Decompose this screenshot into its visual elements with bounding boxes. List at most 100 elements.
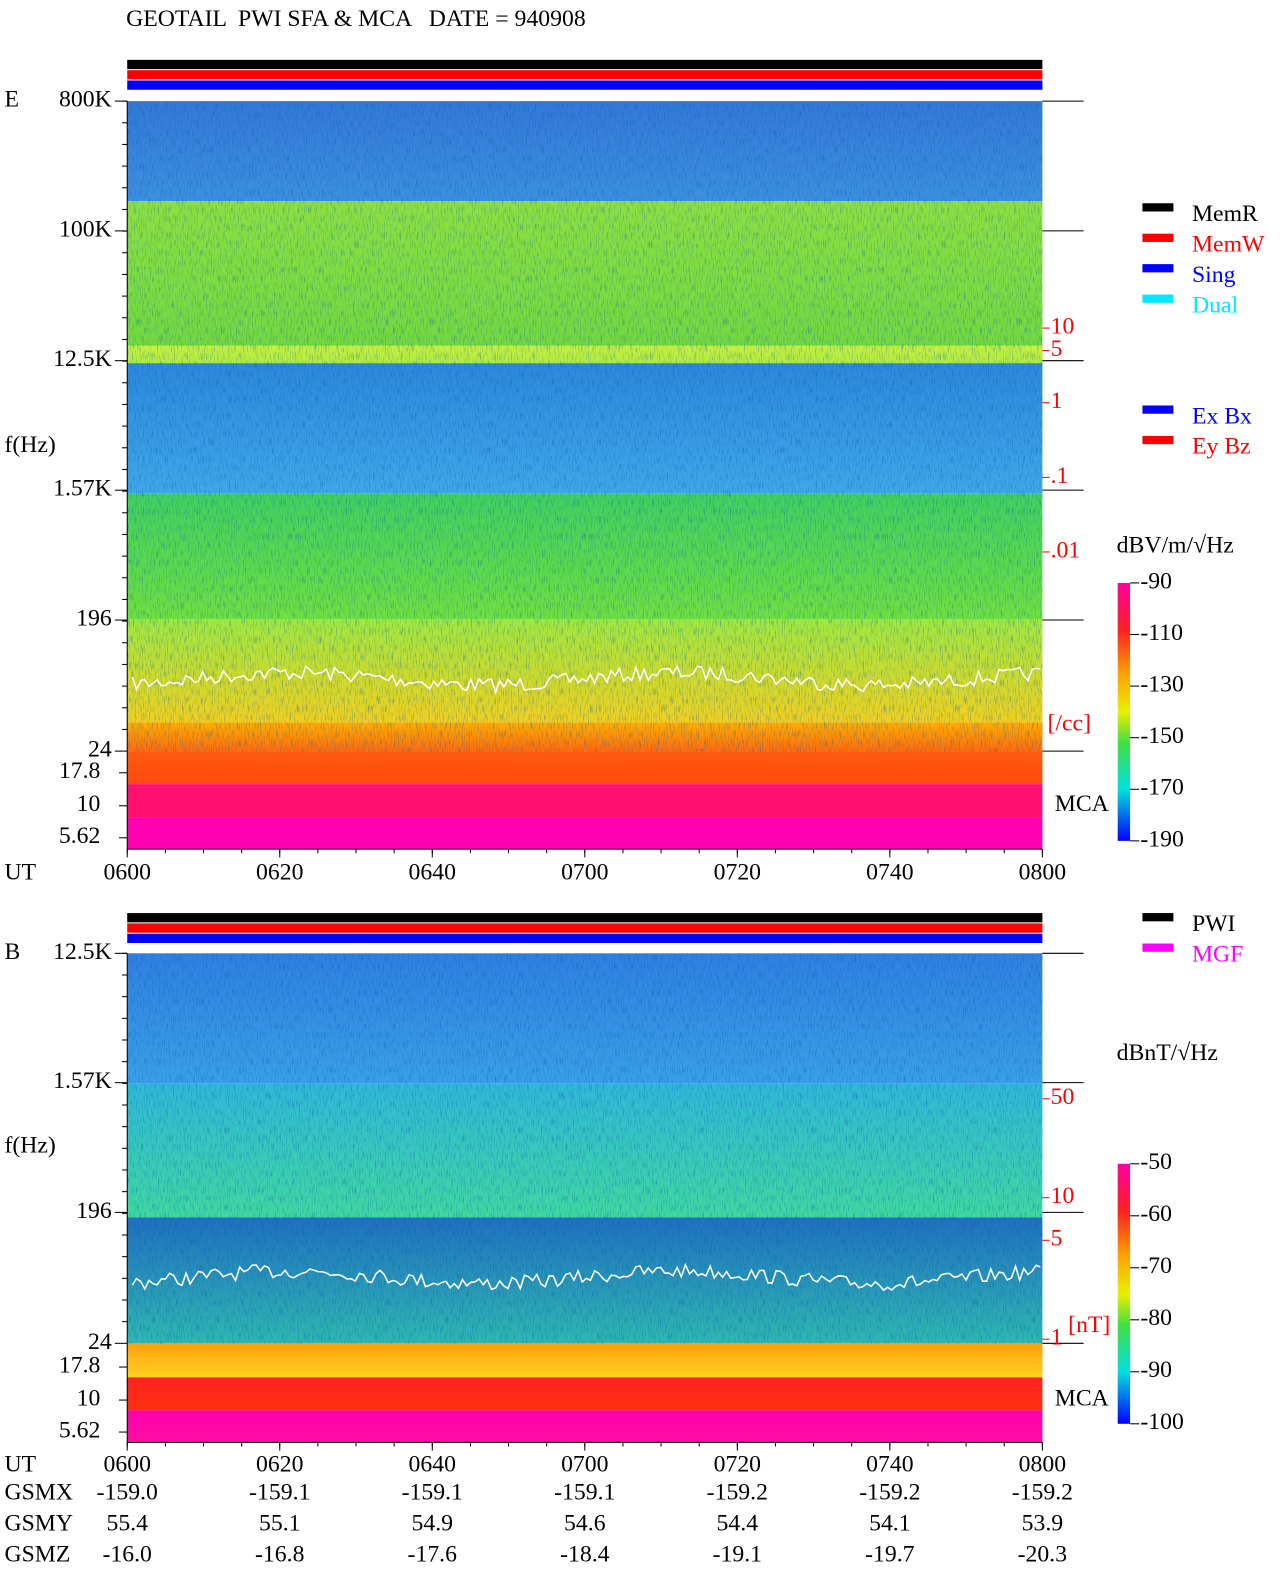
- orbit-value: -159.1: [402, 1479, 463, 1505]
- spectrogram-band: [127, 784, 1043, 818]
- orbit-value: -159.0: [97, 1479, 158, 1505]
- x-tick-label: 0640: [409, 859, 456, 885]
- colorbar-tick-label: -50: [1140, 1149, 1172, 1175]
- y-tick-label: 12.5K: [53, 939, 112, 965]
- orbit-row-label: GSMY: [4, 1510, 73, 1536]
- orbit-value: 54.1: [869, 1510, 911, 1536]
- legend-label: MemR: [1192, 201, 1258, 227]
- density-trace: [131, 664, 1041, 695]
- spectrogram-band: [127, 1377, 1043, 1411]
- colorbar-unit: dBnT/√Hz: [1117, 1040, 1218, 1066]
- colorbar-unit: dBV/m/√Hz: [1117, 532, 1234, 558]
- y-tick-label: 1.57K: [53, 1068, 112, 1094]
- colorbar-tick-label: -100: [1140, 1409, 1183, 1435]
- orbit-value: -159.1: [249, 1479, 310, 1505]
- colorbar-tick-label: -130: [1140, 672, 1183, 698]
- mca-tick-label: 17.8: [59, 1352, 101, 1378]
- x-tick-label: 0720: [714, 1452, 761, 1478]
- orbit-value: -159.2: [859, 1479, 920, 1505]
- spectrogram-texture: [127, 953, 1043, 1344]
- legend-swatch: [1142, 405, 1174, 414]
- mca-label: MCA: [1055, 1386, 1109, 1412]
- colorbar-tick-label: -60: [1140, 1201, 1172, 1227]
- x-tick-label: 0800: [1019, 859, 1066, 885]
- mca-tick-label: 5.62: [59, 823, 101, 849]
- density-tick-label: 50: [1051, 1084, 1075, 1110]
- density-tick-label: 10: [1051, 1183, 1075, 1209]
- colorbar-tick-label: -170: [1140, 775, 1183, 801]
- spectrogram-texture: [127, 101, 1043, 752]
- legend-swatch: [1142, 233, 1174, 242]
- x-tick-label: 0640: [409, 1452, 456, 1478]
- spectrogram-band: [127, 751, 1043, 785]
- density-unit: [nT]: [1068, 1312, 1110, 1338]
- orbit-value: -17.6: [408, 1541, 458, 1567]
- legend-swatch: [1142, 264, 1174, 273]
- y-tick-label: 196: [76, 605, 112, 631]
- legend-label: MGF: [1192, 941, 1243, 967]
- status-bar: [127, 59, 1043, 70]
- orbit-value: -19.1: [713, 1541, 762, 1567]
- orbit-value: 54.6: [564, 1510, 606, 1536]
- mca-label: MCA: [1055, 791, 1109, 817]
- density-tick-label: .01: [1051, 537, 1081, 563]
- spectrogram-band: [127, 817, 1043, 850]
- x-tick-label: 0740: [866, 859, 913, 885]
- y-tick-label: 24: [88, 1329, 112, 1355]
- spectrogram-band: [127, 1343, 1043, 1378]
- orbit-value: -16.8: [255, 1541, 304, 1567]
- colorbar-tick-label: -150: [1140, 723, 1183, 749]
- x-tick-label: 0720: [714, 859, 761, 885]
- orbit-value: -16.0: [103, 1541, 152, 1567]
- mca-tick-label: 5.62: [59, 1417, 101, 1443]
- x-tick-label: 0700: [561, 859, 608, 885]
- legend-label: Ex Bx: [1192, 403, 1252, 429]
- orbit-value: -159.2: [707, 1479, 768, 1505]
- colorbar-tick-label: -190: [1140, 826, 1183, 852]
- legend-label: MemW: [1192, 232, 1265, 258]
- orbit-value: 54.4: [717, 1510, 759, 1536]
- panel-label: B: [4, 939, 20, 965]
- x-tick-label: 0600: [104, 1452, 151, 1478]
- status-bar: [127, 923, 1043, 933]
- y-tick-label: 100K: [59, 216, 112, 242]
- legend-swatch: [1142, 294, 1174, 303]
- orbit-value: -19.7: [865, 1541, 915, 1567]
- y-tick-label: 24: [88, 737, 112, 763]
- x-tick-label: 0600: [104, 859, 151, 885]
- x-tick-label: 0740: [866, 1452, 913, 1478]
- mca-tick-label: 10: [77, 791, 101, 817]
- orbit-value: 55.4: [106, 1510, 148, 1536]
- density-tick-label: .1: [1051, 463, 1069, 489]
- mca-tick-label: 17.8: [59, 758, 101, 784]
- colorbar-tick-label: -110: [1140, 620, 1183, 646]
- legend-swatch: [1142, 203, 1174, 212]
- legend-label: Sing: [1192, 262, 1236, 288]
- density-tick-label: 1: [1051, 388, 1063, 414]
- x-tick-label: 0800: [1019, 1452, 1066, 1478]
- y-axis-label: f(Hz): [4, 1133, 55, 1159]
- density-unit: [/cc]: [1048, 711, 1091, 737]
- status-bar: [127, 70, 1043, 80]
- density-tick-label: 5: [1051, 336, 1063, 362]
- orbit-row-label: GSMX: [4, 1479, 73, 1505]
- legend-swatch: [1142, 435, 1174, 445]
- colorbar: [1117, 1163, 1131, 1424]
- panel-label: E: [4, 87, 19, 113]
- density-tick-label: 10: [1051, 314, 1075, 340]
- colorbar-tick-label: -80: [1140, 1305, 1172, 1331]
- orbit-value: -18.4: [560, 1541, 610, 1567]
- x-axis-label: UT: [4, 1452, 36, 1478]
- colorbar-tick-label: -90: [1140, 1357, 1172, 1383]
- legend-label: Dual: [1192, 292, 1239, 318]
- y-tick-label: 1.57K: [53, 476, 112, 502]
- y-tick-label: 800K: [59, 87, 112, 113]
- y-tick-label: 12.5K: [53, 346, 112, 372]
- density-tick-label: 5: [1051, 1226, 1063, 1252]
- legend-swatch: [1142, 913, 1174, 922]
- orbit-value: 54.9: [412, 1510, 454, 1536]
- y-axis-label: f(Hz): [4, 432, 55, 458]
- status-bar: [127, 933, 1043, 944]
- status-bar: [127, 80, 1043, 90]
